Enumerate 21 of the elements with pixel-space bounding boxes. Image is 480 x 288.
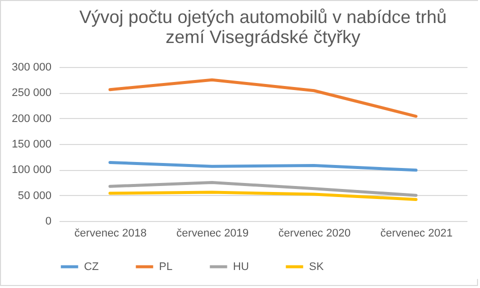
y-tick-label: 250 000 xyxy=(12,87,52,100)
y-tick-label: 150 000 xyxy=(12,138,52,150)
line-series xyxy=(108,181,418,197)
y-tick-label: 0 xyxy=(45,216,52,228)
legend-label: SK xyxy=(309,260,324,273)
text: zemí Visegrádské čtyřky xyxy=(166,27,360,47)
y-tick-label: 200 000 xyxy=(12,112,52,125)
x-tick-label: červenec 2019 xyxy=(176,228,249,240)
legend-label: HU xyxy=(233,260,249,273)
legend-label: CZ xyxy=(84,260,99,273)
line-series xyxy=(108,190,418,201)
line-series xyxy=(108,78,418,118)
text: Vývoj počtu ojetých automobilů v nabídce trhů xyxy=(79,7,447,27)
y-tick-label: 50 000 xyxy=(18,190,52,202)
x-tick-label: červenec 2020 xyxy=(278,228,351,240)
x-tick-label: červenec 2021 xyxy=(380,228,453,240)
line-series xyxy=(108,160,418,172)
y-tick-label: 300 000 xyxy=(12,62,52,74)
x-tick-label: červenec 2018 xyxy=(74,228,147,240)
y-tick-label: 100 000 xyxy=(12,164,52,176)
legend-label: PL xyxy=(159,260,172,273)
